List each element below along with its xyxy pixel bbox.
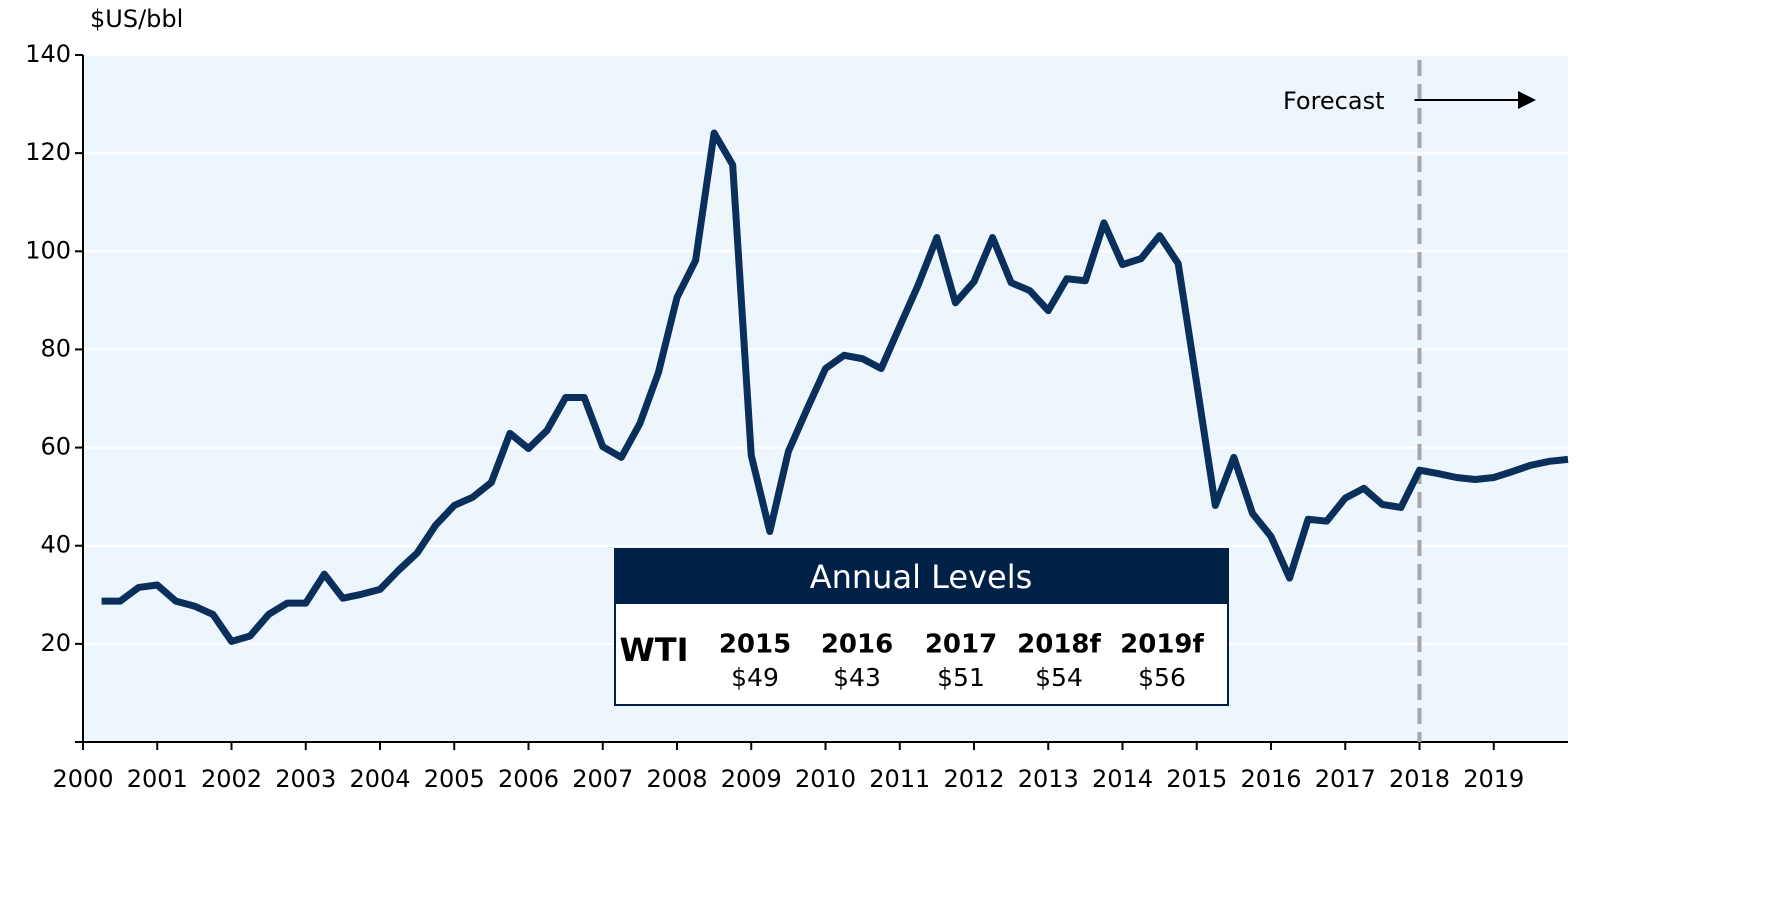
x-tick-label: 2003 [275, 765, 336, 793]
y-axis-label: $US/bbl [90, 5, 183, 33]
x-tick-label: 2018 [1389, 765, 1450, 793]
x-tick-label: 2014 [1092, 765, 1153, 793]
y-tick-label: 20 [40, 629, 71, 657]
row-label: WTI [619, 631, 688, 669]
x-tick-label: 2016 [1240, 765, 1301, 793]
year-price: $49 [731, 663, 779, 692]
x-tick-label: 2008 [646, 765, 707, 793]
x-tick-label: 2007 [572, 765, 633, 793]
year-header: 2018f [1017, 630, 1101, 660]
x-tick-label: 2015 [1166, 765, 1227, 793]
x-tick-label: 2005 [424, 765, 485, 793]
y-tick-label: 140 [25, 40, 71, 68]
table-title: Annual Levels [810, 558, 1033, 596]
year-price: $51 [937, 663, 985, 692]
forecast-label: Forecast [1283, 87, 1385, 115]
x-tick-label: 2017 [1315, 765, 1376, 793]
x-tick-label: 2012 [943, 765, 1004, 793]
x-tick-label: 2011 [869, 765, 930, 793]
y-tick-label: 120 [25, 138, 71, 166]
y-tick-label: 100 [25, 236, 71, 264]
x-tick-label: 2004 [349, 765, 410, 793]
year-price: $43 [833, 663, 881, 692]
year-price: $56 [1138, 663, 1186, 692]
x-tick-label: 2000 [52, 765, 113, 793]
x-tick-label: 2006 [498, 765, 559, 793]
data-line [101, 129, 1569, 645]
forecast-arrowhead [1518, 91, 1536, 109]
x-tick-label: 2002 [201, 765, 262, 793]
table-header [615, 549, 1228, 604]
y-tick-label: 60 [40, 433, 71, 461]
y-tick-label: 80 [40, 334, 71, 362]
x-tick-label: 2001 [127, 765, 188, 793]
x-tick-label: 2013 [1018, 765, 1079, 793]
y-tick-label: 40 [40, 531, 71, 559]
year-header: 2015 [719, 630, 791, 660]
year-header: 2016 [821, 630, 893, 660]
x-tick-label: 2009 [721, 765, 782, 793]
x-tick-label: 2010 [795, 765, 856, 793]
year-header: 2019f [1120, 630, 1204, 660]
year-header: 2017 [925, 630, 997, 660]
year-price: $54 [1035, 663, 1083, 692]
x-tick-label: 2019 [1463, 765, 1524, 793]
